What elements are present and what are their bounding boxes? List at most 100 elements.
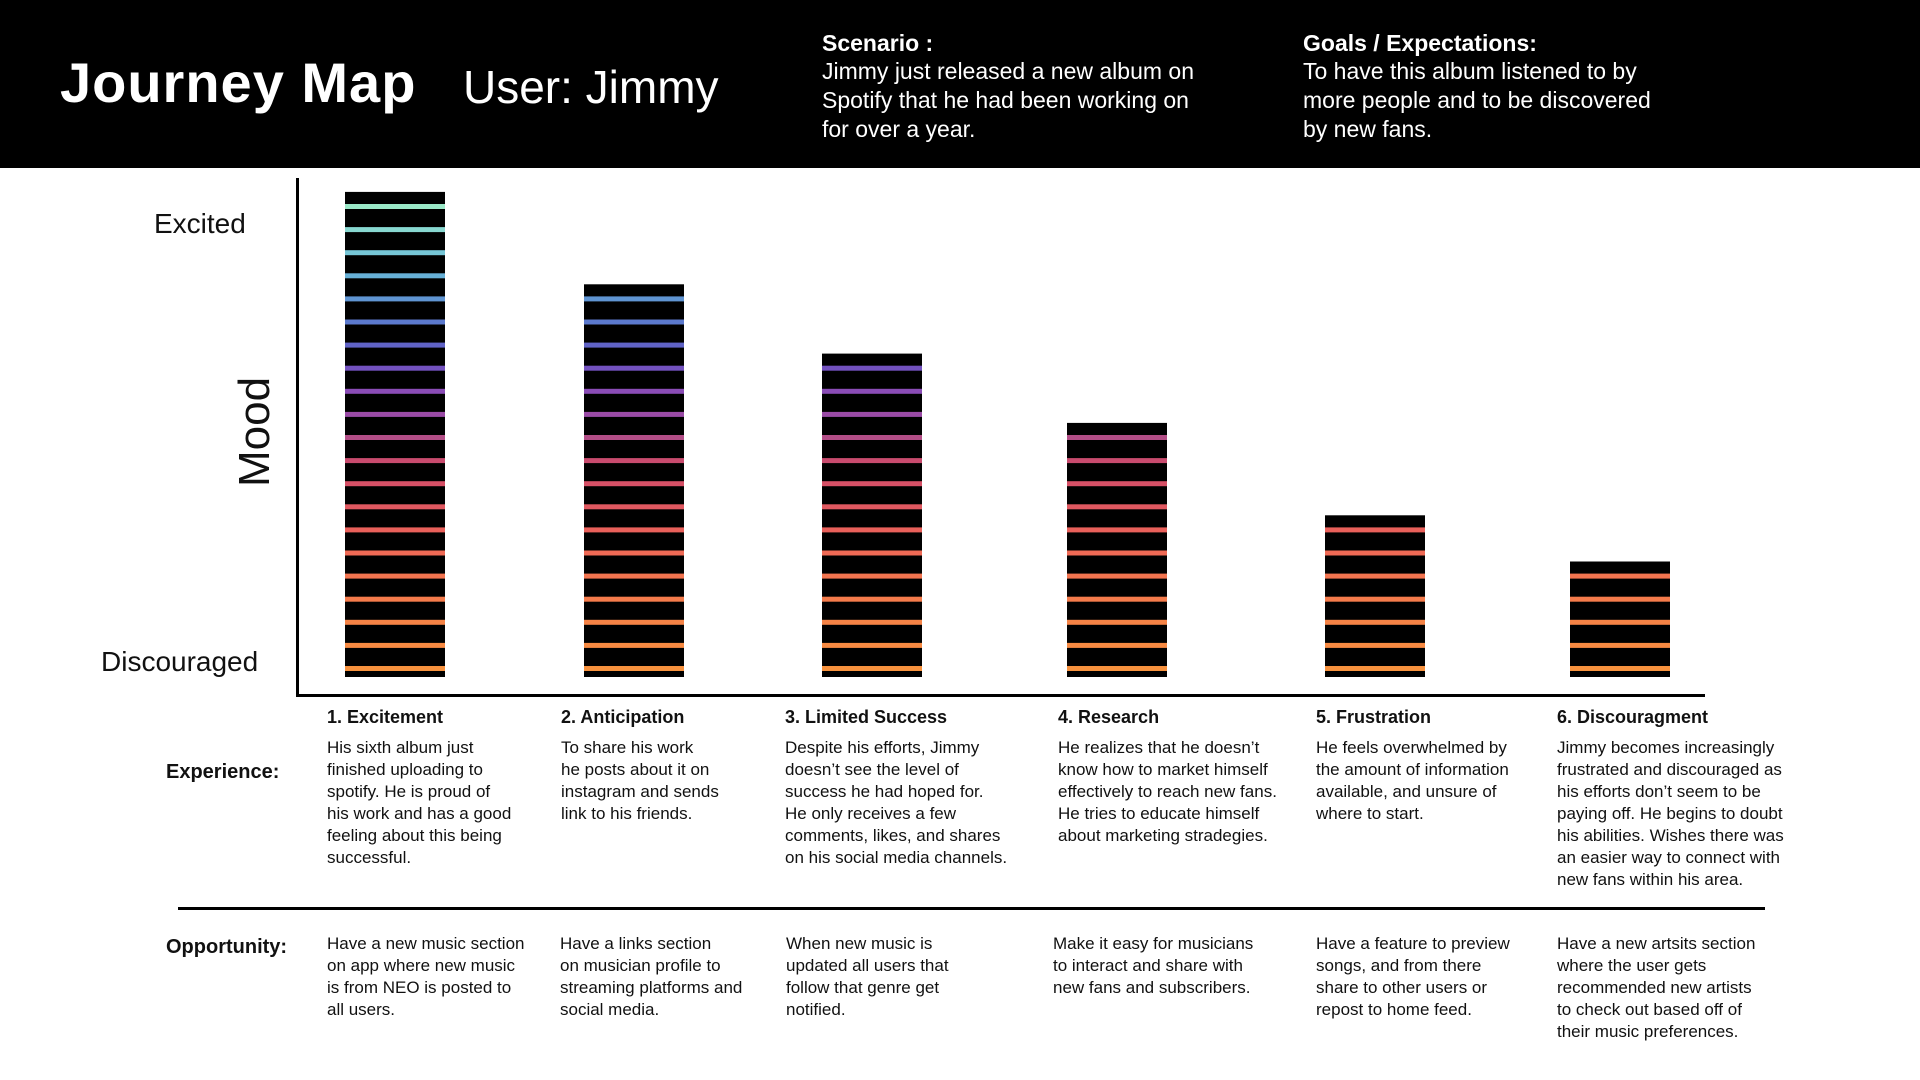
page-title: Journey Map — [60, 51, 417, 114]
mood-bar-stripe — [822, 642, 922, 648]
mood-bar-stripe — [1325, 619, 1425, 625]
mood-bar-stripe — [1067, 504, 1167, 510]
mood-bar-stripe — [584, 619, 684, 625]
mood-bar-stripe — [345, 411, 445, 417]
mood-bar-stripe — [584, 388, 684, 394]
stage-experience: He feels overwhelmed by the amount of in… — [1316, 738, 1509, 823]
mood-bar-stripe — [1067, 481, 1167, 487]
stage-title: 4. Research — [1058, 707, 1160, 727]
mood-bar-stripe — [1067, 435, 1167, 440]
x-axis-line — [296, 694, 1705, 697]
mood-bar-stripe — [1067, 573, 1167, 579]
stage-opportunity: Have a new artsits section where the use… — [1557, 934, 1756, 1041]
mood-bar-stripe — [584, 642, 684, 648]
mood-bar-stripe — [822, 573, 922, 579]
mood-bar-stripe — [1570, 642, 1670, 648]
mood-bar-stripe — [1067, 596, 1167, 602]
scenario-text: Jimmy just released a new album on Spoti… — [822, 58, 1194, 142]
mood-bar-stripe — [1570, 666, 1670, 671]
scenario-block: Scenario : Jimmy just released a new alb… — [822, 30, 1242, 144]
mood-bar-body — [584, 284, 684, 677]
stage-experience: To share his work he posts about it on i… — [561, 738, 719, 823]
opportunity-row-label: Opportunity: — [166, 936, 288, 958]
mood-bar-stripe — [345, 227, 445, 233]
stage-experience: Despite his efforts, Jimmy doesn’t see t… — [785, 738, 1008, 867]
goals-label: Goals / Expectations: — [1303, 30, 1537, 56]
section-divider — [178, 907, 1765, 910]
mood-bar-stripe — [1067, 550, 1167, 556]
mood-bar-stripe — [1067, 458, 1167, 464]
mood-bar-stripe — [822, 619, 922, 625]
mood-bar-stripe — [345, 642, 445, 648]
mood-bar-stripe — [345, 296, 445, 302]
stage-title: 3. Limited Success — [785, 707, 948, 727]
mood-bar-stripe — [584, 296, 684, 302]
stage-opportunity: Make it easy for musicians to interact a… — [1053, 934, 1254, 997]
goals-block: Goals / Expectations: To have this album… — [1303, 30, 1723, 144]
mood-bar-stripe — [1067, 619, 1167, 625]
mood-bar-stripe — [345, 435, 445, 440]
mood-bar-stripe — [345, 250, 445, 256]
mood-bar-stripe — [345, 666, 445, 671]
mood-bar-stripe — [1325, 666, 1425, 671]
mood-bar-stripe — [584, 435, 684, 440]
mood-bar-stripe — [345, 573, 445, 579]
mood-bar-body — [345, 191, 445, 677]
stage-opportunity: When new music is updated all users that… — [786, 934, 949, 1019]
y-bottom-label: Discouraged — [101, 646, 259, 677]
scenario-label: Scenario : — [822, 30, 934, 56]
mood-bar — [822, 353, 922, 677]
mood-bar-stripe — [584, 365, 684, 371]
stage-experience: His sixth album just finished uploading … — [327, 738, 512, 867]
stage-title: 1. Excitement — [327, 707, 444, 727]
mood-bar-stripe — [345, 481, 445, 487]
y-top-label: Excited — [154, 208, 246, 239]
stage-opportunity: Have a links section on musician profile… — [560, 934, 743, 1019]
stage-opportunity: Have a feature to preview songs, and fro… — [1316, 934, 1510, 1019]
stage-experience: Jimmy becomes increasingly frustrated an… — [1557, 738, 1784, 889]
goals-text: To have this album listened to by more p… — [1303, 58, 1651, 142]
mood-bar-stripe — [584, 666, 684, 671]
mood-bar-body — [1570, 561, 1670, 677]
mood-bar-stripe — [345, 342, 445, 348]
mood-bar-stripe — [822, 596, 922, 602]
mood-bar-stripe — [1067, 666, 1167, 671]
mood-bar-stripe — [345, 504, 445, 510]
mood-bar-stripe — [345, 273, 445, 279]
mood-bar-stripe — [822, 435, 922, 440]
mood-bar — [1325, 515, 1425, 677]
mood-bar-stripe — [584, 481, 684, 487]
mood-bar — [1067, 422, 1167, 677]
mood-bar-stripe — [822, 365, 922, 371]
mood-bar-stripe — [822, 481, 922, 487]
mood-bar-stripe — [345, 319, 445, 325]
mood-bar-stripe — [1325, 596, 1425, 602]
mood-bar-stripe — [822, 388, 922, 394]
mood-bar-stripe — [1325, 573, 1425, 579]
mood-bar-stripe — [345, 365, 445, 371]
mood-bar-stripe — [345, 596, 445, 602]
mood-bar-stripe — [822, 527, 922, 533]
mood-bar-stripe — [822, 550, 922, 556]
mood-bar-stripe — [345, 550, 445, 556]
mood-bar-stripe — [584, 319, 684, 325]
mood-bar-body — [1325, 515, 1425, 677]
mood-bar-stripe — [822, 504, 922, 510]
user-name: User: Jimmy — [463, 61, 719, 113]
mood-bar-stripe — [1325, 642, 1425, 648]
mood-bar-stripe — [584, 504, 684, 510]
mood-bar-stripe — [584, 596, 684, 602]
stage-title: 2. Anticipation — [561, 707, 685, 727]
mood-bar — [345, 191, 445, 677]
mood-bar-stripe — [345, 204, 445, 209]
mood-bar — [584, 284, 684, 677]
mood-bar-stripe — [1570, 619, 1670, 625]
stage-experience: He realizes that he doesn’t know how to … — [1058, 738, 1277, 845]
mood-bar-stripe — [822, 666, 922, 671]
mood-bar-stripe — [345, 388, 445, 394]
mood-bar-stripe — [584, 573, 684, 579]
mood-bar-stripe — [584, 458, 684, 464]
mood-bar-stripe — [345, 619, 445, 625]
mood-bar-stripe — [584, 342, 684, 348]
